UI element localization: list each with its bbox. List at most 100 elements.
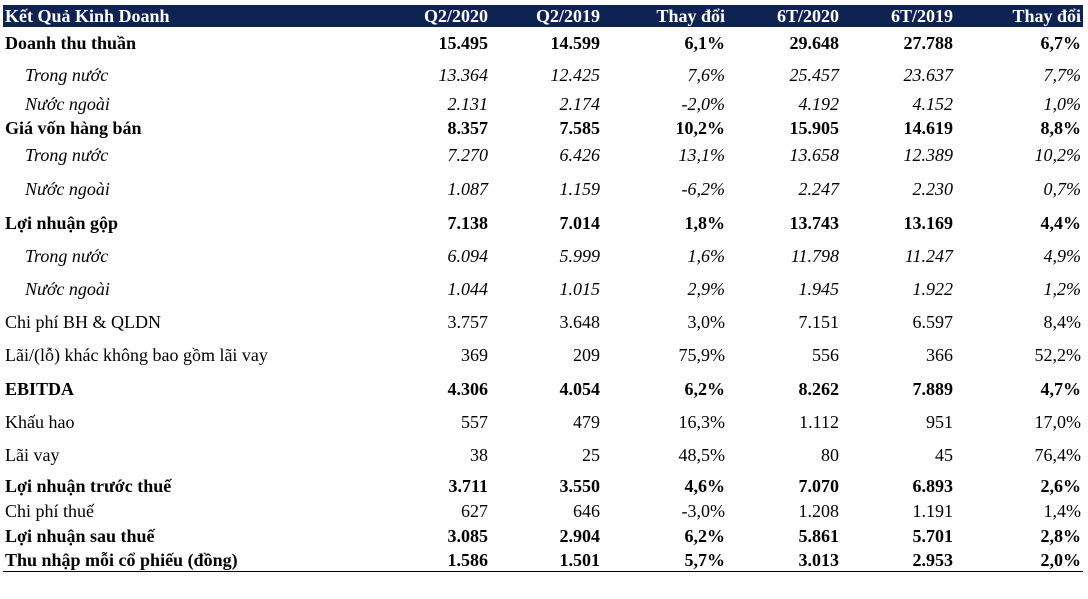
header-q2-2020: Q2/2020 xyxy=(373,5,490,27)
table-row: Giá vốn hàng bán 8.357 7.585 10,2% 15.905 14.… xyxy=(3,117,1083,139)
row-value: 1.191 xyxy=(912,500,954,521)
row-value: 1.208 xyxy=(798,500,840,521)
row-value: 7,7% xyxy=(1043,65,1082,85)
row-value: -6,2% xyxy=(681,178,726,199)
row-label: Lợi nhuận gộp xyxy=(5,212,119,233)
row-value: 4.054 xyxy=(559,378,601,399)
row-value: 13.169 xyxy=(903,212,954,233)
row-label: EBITDA xyxy=(5,378,75,399)
row-value: 4.192 xyxy=(798,94,840,114)
row-value: 13.743 xyxy=(789,212,840,233)
row-value: 11.798 xyxy=(790,246,839,266)
row-value: 7.889 xyxy=(912,378,954,399)
table-row: Doanh thu thuần 15.495 14.599 6,1% 29.648 27.… xyxy=(3,27,1083,59)
table-row: Nước ngoài 1.087 1.159 -6,2% 2.247 2.230 0,7% xyxy=(3,172,1083,206)
row-label: Doanh thu thuần xyxy=(5,32,137,53)
row-value: 1,8% xyxy=(684,212,726,233)
row-label: Thu nhập mỗi cổ phiếu (đồng) xyxy=(3,550,373,572)
row-value: 6,2% xyxy=(684,378,726,399)
row-value: 7.270 xyxy=(447,145,489,165)
row-value: 52,2% xyxy=(1034,345,1082,365)
row-value: 6.597 xyxy=(912,312,954,332)
row-value: 14.619 xyxy=(903,117,954,138)
row-value: 7,6% xyxy=(687,65,726,85)
row-value: 7.070 xyxy=(798,475,840,496)
row-value: 4,4% xyxy=(1040,212,1082,233)
row-value: 7.014 xyxy=(559,212,601,233)
row-label: Lãi vay xyxy=(5,445,60,465)
row-value: 2,0% xyxy=(955,550,1083,572)
row-label: Trong nước xyxy=(25,65,109,85)
row-label: Nước ngoài xyxy=(25,178,110,199)
table-header-row: Kết Quả Kinh Doanh Q2/2020 Q2/2019 Thay … xyxy=(3,5,1083,27)
row-value: 3,0% xyxy=(687,312,726,332)
row-value: 5.861 xyxy=(798,525,840,546)
row-value: 1.044 xyxy=(447,279,489,299)
row-value: 479 xyxy=(573,412,600,432)
row-value: 12.389 xyxy=(903,145,954,165)
row-value: 6.893 xyxy=(912,475,954,496)
row-value: 1,4% xyxy=(1043,500,1082,521)
row-label: Nước ngoài xyxy=(25,94,110,114)
row-label: Lợi nhuận sau thuế xyxy=(5,525,155,546)
row-value: 3.013 xyxy=(727,550,841,572)
row-value: 10,2% xyxy=(1034,145,1082,165)
table-row: Nước ngoài 2.131 2.174 -2,0% 4.192 4.152 1,0% xyxy=(3,92,1083,117)
row-label: Khấu hao xyxy=(5,412,75,432)
row-value: 6.094 xyxy=(447,246,489,266)
row-value: 6.426 xyxy=(559,145,601,165)
row-value: 8,4% xyxy=(1043,312,1082,332)
row-value: 8,8% xyxy=(1040,117,1082,138)
row-label: Nước ngoài xyxy=(25,279,110,299)
row-value: 13,1% xyxy=(678,145,726,165)
row-value: 16,3% xyxy=(678,412,726,432)
row-value: 5.701 xyxy=(912,525,954,546)
header-title: Kết Quả Kinh Doanh xyxy=(3,5,373,27)
table-row: Lợi nhuận trước thuế 3.711 3.550 4,6% 7.070 6… xyxy=(3,472,1083,500)
row-value: 6,1% xyxy=(684,32,726,53)
row-value: 10,2% xyxy=(675,117,726,138)
row-value: 1.087 xyxy=(447,178,489,199)
row-value: 209 xyxy=(573,345,600,365)
row-value: 1.945 xyxy=(798,279,840,299)
row-value: 13.658 xyxy=(789,145,840,165)
table-row: Chi phí thuế 627 646 -3,0% 1.208 1.191 1,4% xyxy=(3,500,1083,522)
row-value: 27.788 xyxy=(903,32,954,53)
row-value: 3.711 xyxy=(448,475,488,496)
row-label: Lãi/(lỗ) khác không bao gồm lãi vay xyxy=(5,345,268,365)
row-value: 2,9% xyxy=(687,279,726,299)
row-value: 38 xyxy=(470,445,488,465)
row-label: Lợi nhuận trước thuế xyxy=(5,475,172,496)
row-value: 1.015 xyxy=(559,279,601,299)
row-label: Chi phí thuế xyxy=(5,500,94,521)
row-value: -2,0% xyxy=(681,94,726,114)
row-value: 366 xyxy=(926,345,953,365)
row-value: 7.138 xyxy=(447,212,489,233)
row-value: 15.905 xyxy=(789,117,840,138)
row-value: 1.501 xyxy=(490,550,602,572)
row-value: 369 xyxy=(461,345,488,365)
row-label: Trong nước xyxy=(25,246,109,266)
row-value: 1.922 xyxy=(912,279,954,299)
row-value: 2,6% xyxy=(1040,475,1082,496)
row-value: 45 xyxy=(935,445,953,465)
row-value: 3.550 xyxy=(559,475,601,496)
row-label: Chi phí BH & QLDN xyxy=(5,312,162,332)
row-value: 2.131 xyxy=(447,94,489,114)
row-value: 1.586 xyxy=(373,550,490,572)
row-value: 627 xyxy=(461,500,488,521)
row-value: 23.637 xyxy=(903,65,954,85)
row-value: 2.230 xyxy=(912,178,954,199)
row-value: 5,7% xyxy=(602,550,727,572)
table-row: Trong nước 7.270 6.426 13,1% 13.658 12.389 10,… xyxy=(3,139,1083,172)
row-value: 1,0% xyxy=(1043,94,1082,114)
row-value: 557 xyxy=(461,412,488,432)
table-row: EBITDA 4.306 4.054 6,2% 8.262 7.889 4,7% xyxy=(3,372,1083,406)
table-row: Lợi nhuận gộp 7.138 7.014 1,8% 13.743 13.169 4… xyxy=(3,206,1083,240)
row-value: 4,7% xyxy=(1040,378,1082,399)
row-value: 2.247 xyxy=(798,178,840,199)
row-value: 3.757 xyxy=(447,312,489,332)
row-value: 17,0% xyxy=(1034,412,1082,432)
row-value: 1,2% xyxy=(1043,279,1082,299)
